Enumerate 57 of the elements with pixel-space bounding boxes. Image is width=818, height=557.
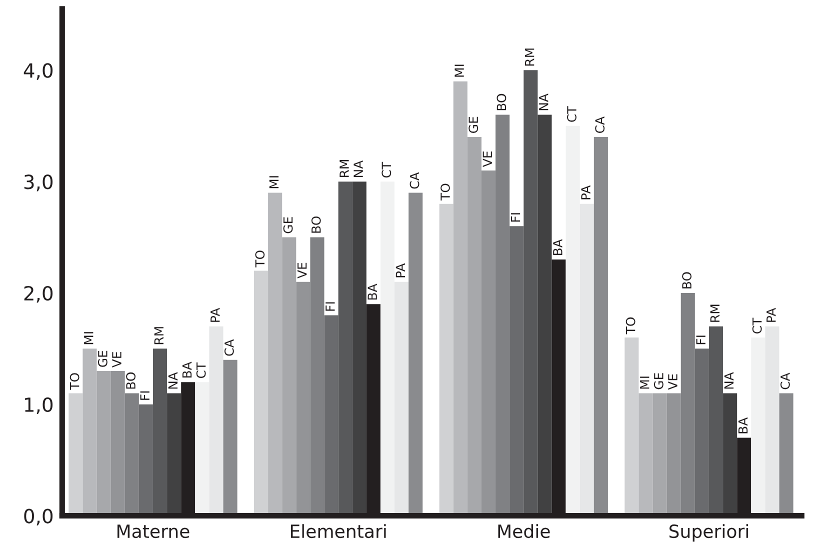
text: CT (382, 162, 392, 178)
text: MI (269, 176, 279, 188)
y-tick-label: 4,0 (24, 63, 53, 80)
text: FI (326, 302, 335, 311)
x-tick-label: Medie (498, 524, 550, 538)
text: BO (682, 272, 692, 288)
text: GE (468, 116, 478, 133)
text: PA (581, 185, 590, 200)
text: TO (255, 250, 265, 268)
y-tick-label: 0,0 (24, 508, 53, 526)
text: MI (640, 376, 650, 389)
x-tick-label: Superiori (669, 524, 748, 542)
text: BA (368, 284, 377, 300)
text: FI (140, 391, 150, 400)
text: GE (98, 350, 108, 367)
text: CA (410, 172, 420, 189)
text: MI (84, 332, 94, 344)
text: NA (354, 160, 363, 178)
text: VE (112, 352, 122, 368)
text: CA (780, 372, 790, 390)
text: BO (496, 94, 506, 110)
text: BO (311, 216, 321, 233)
text: GE (283, 217, 293, 234)
text: BA (182, 362, 192, 378)
y-tick-label: 3,0 (24, 174, 53, 192)
text: CT (196, 362, 206, 378)
text: PA (396, 263, 406, 278)
text: TO (626, 317, 636, 334)
text: NA (724, 372, 734, 389)
text: BA (738, 417, 748, 434)
text: BO (126, 372, 136, 389)
text: RM (154, 327, 164, 344)
text: RM (710, 304, 720, 322)
text: PA (210, 308, 220, 322)
y-tick-label: 2,0 (24, 286, 53, 303)
x-tick-label: Materne (118, 524, 190, 538)
text: MI (454, 64, 464, 77)
text: RM (340, 160, 349, 178)
text: CT (567, 106, 576, 122)
text: CA (224, 339, 234, 356)
text: RM (525, 48, 534, 66)
text: BA (553, 239, 562, 255)
text: VE (482, 151, 492, 167)
text: NA (539, 94, 548, 110)
text: NA (168, 372, 178, 389)
y-tick-label: 1,0 (25, 397, 53, 414)
text: VE (668, 374, 678, 390)
text: GE (654, 373, 664, 390)
text: FI (696, 336, 706, 344)
text: TO (70, 373, 80, 390)
text: PA (766, 308, 776, 322)
text: TO (440, 184, 450, 201)
text: CT (752, 318, 762, 334)
text: FI (510, 213, 520, 222)
x-tick-label: Elementari (290, 524, 386, 538)
text: VE (298, 262, 307, 278)
text: CA (595, 116, 605, 133)
